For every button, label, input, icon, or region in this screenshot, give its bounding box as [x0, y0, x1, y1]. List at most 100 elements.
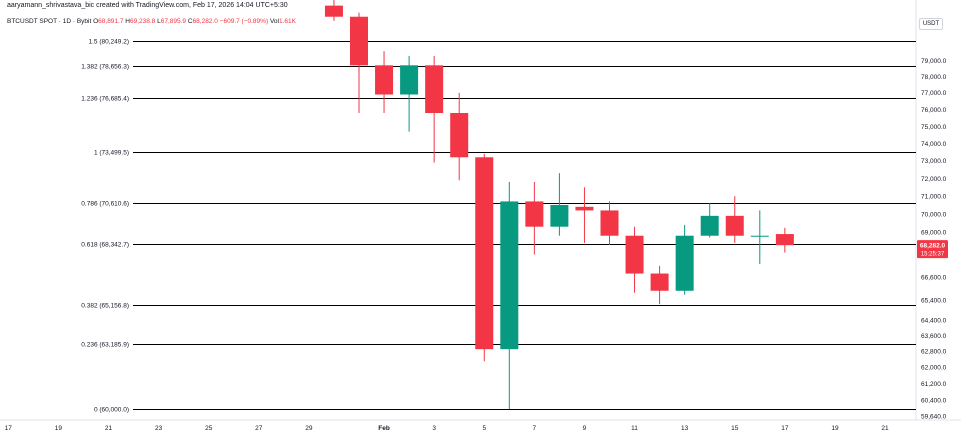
high-value: 69,238.8	[129, 18, 156, 25]
candle-body	[675, 235, 694, 291]
candle	[700, 203, 719, 238]
candle	[625, 226, 644, 293]
candle-body	[750, 235, 769, 237]
candle	[324, 0, 343, 21]
fibonacci-levels: 1.5 (80,249.2) 1.382 (78,656.3) 1.236 (76,…	[81, 39, 916, 414]
symbol-label: BTCUSDT SPOT · 1D · Bybit	[7, 18, 92, 25]
candle-body	[550, 204, 569, 227]
candle-body	[500, 201, 519, 350]
time-tick-label: 17	[781, 425, 789, 432]
fib-level-label: 1.236 (76,685.4)	[81, 96, 129, 103]
price-tick-label: 64,400.0	[921, 317, 947, 324]
candle	[750, 210, 769, 264]
candle	[425, 55, 444, 163]
price-axis: 79,000.0 78,000.0 77,000.0 76,000.0 75,000.0…	[921, 58, 947, 420]
candle-body	[600, 210, 619, 236]
price-tick-label: 75,000.0	[921, 124, 947, 131]
time-tick-label: 11	[631, 425, 638, 432]
candle-body	[775, 234, 794, 246]
candle	[400, 55, 419, 132]
candle-body	[400, 65, 419, 95]
price-tick-label: 62,000.0	[921, 365, 947, 372]
price-tick-label: 61,200.0	[921, 381, 947, 388]
time-tick-label: 9	[583, 425, 587, 432]
candle-body	[425, 65, 444, 114]
time-tick-label: 21	[105, 425, 113, 432]
chart-header-text: aaryamann_shrivastava_bic created with T…	[7, 2, 288, 9]
open-label: O	[93, 18, 99, 25]
fib-level-label: 0.786 (70,610.6)	[81, 201, 129, 208]
time-tick-label: Feb	[378, 425, 390, 432]
candle	[475, 153, 494, 362]
time-tick-label: 19	[55, 425, 63, 432]
time-tick-label: 29	[305, 425, 313, 432]
time-tick-label: 7	[533, 425, 537, 432]
price-tick-label: 62,800.0	[921, 348, 947, 355]
price-tick-label: 77,000.0	[921, 90, 947, 97]
candle-body	[575, 206, 594, 211]
candle-body	[725, 215, 744, 236]
price-tick-label: 59,640.0	[921, 413, 947, 420]
price-tick-label: 74,000.0	[921, 141, 947, 148]
candle	[675, 224, 694, 295]
candle	[450, 92, 469, 181]
price-tick-label: 66,600.0	[921, 275, 947, 282]
fib-level-label: 1.382 (78,656.3)	[81, 64, 129, 71]
candle	[650, 265, 669, 305]
last-price-badge	[917, 240, 948, 259]
candle	[350, 12, 368, 114]
candle-body	[324, 5, 343, 17]
close-value: 68,282.0	[192, 18, 218, 25]
price-tick-label: 71,000.0	[921, 193, 947, 200]
bar-countdown: 15:25:37	[921, 251, 945, 257]
price-tick-label: 76,000.0	[921, 107, 947, 114]
last-price-value: 68,282.0	[920, 242, 946, 249]
candle	[575, 187, 594, 243]
price-tick-label: 73,000.0	[921, 158, 947, 165]
candle-body	[700, 215, 719, 236]
price-tick-label: 65,400.0	[921, 298, 947, 305]
candle	[375, 51, 394, 114]
candle-body	[525, 201, 544, 227]
fib-level-label: 0.382 (65,156.8)	[81, 303, 129, 310]
candle-body	[350, 16, 368, 66]
fib-level-label: 0 (60,000.0)	[94, 407, 129, 414]
price-tick-label: 63,600.0	[921, 333, 947, 340]
fib-level-label: 0.236 (63,185.9)	[81, 342, 129, 349]
low-value: 67,895.9	[160, 18, 187, 25]
candle	[725, 196, 744, 243]
price-tick-label: 69,000.0	[921, 229, 947, 236]
volume-value: 1.61K	[278, 18, 296, 25]
candle-body	[625, 235, 644, 274]
candle	[550, 173, 569, 236]
last-price-marker: 68,282.0 15:25:37	[917, 240, 948, 259]
fib-level-label: 0.618 (68,342.7)	[81, 242, 129, 249]
time-axis: 17 19 21 23 25 27 29 Feb 3 5 7 9 11 13 15 17 19 21	[5, 425, 889, 432]
time-tick-label: 5	[482, 425, 486, 432]
candle-body	[475, 157, 494, 350]
time-tick-label: 15	[731, 425, 739, 432]
price-tick-label: 70,000.0	[921, 211, 947, 218]
price-tick-label: 60,400.0	[921, 397, 947, 404]
candle	[500, 182, 519, 409]
candles	[324, 0, 794, 409]
close-label: C	[187, 18, 193, 25]
candle	[525, 182, 544, 255]
fib-level-label: 1.5 (80,249.2)	[89, 39, 129, 46]
price-tick-label: 72,000.0	[921, 176, 947, 183]
fib-level-label: 1 (73,499.5)	[94, 150, 129, 157]
time-tick-label: 17	[5, 425, 13, 432]
candle	[600, 201, 619, 245]
time-tick-label: 3	[432, 425, 436, 432]
candle-body	[650, 273, 669, 291]
high-label: H	[125, 18, 130, 25]
candle-body	[450, 113, 469, 158]
time-tick-label: 19	[831, 425, 839, 432]
time-tick-label: 25	[205, 425, 213, 432]
candle-body	[375, 65, 394, 95]
volume-label: Vol	[269, 18, 279, 25]
change-value: −609.7 (−0.89%)	[219, 18, 269, 25]
currency-button[interactable]: USDT	[919, 18, 943, 30]
price-tick-label: 79,000.0	[921, 58, 947, 65]
